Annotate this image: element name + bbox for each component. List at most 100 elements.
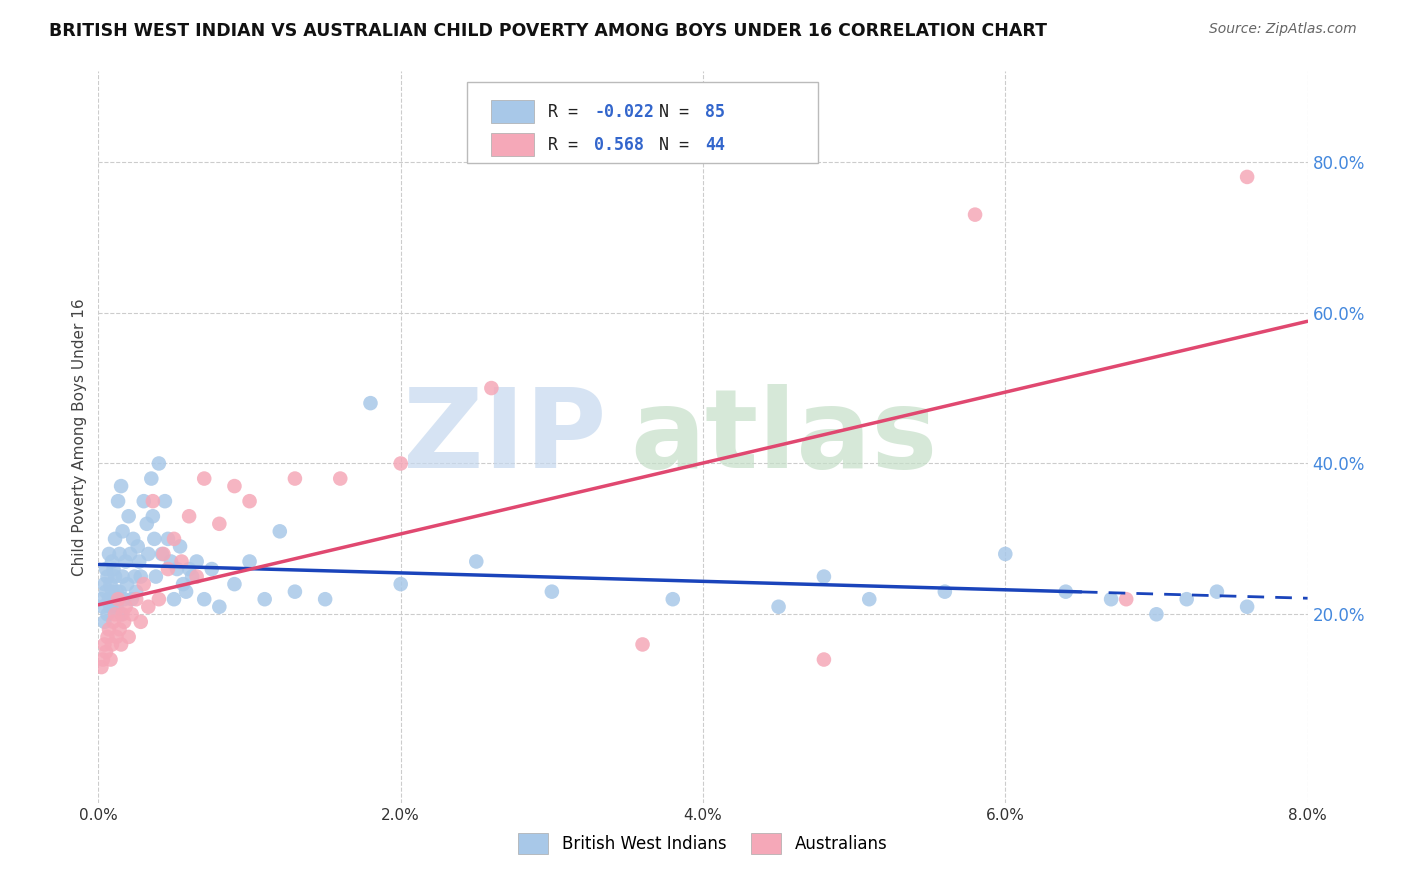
Point (174, 584, 197, 599)
Point (150, 547, 173, 561)
Point (224, 479, 246, 493)
Point (193, 592, 215, 607)
Point (193, 471, 215, 485)
Point (284, 471, 307, 485)
Point (110, 637, 132, 651)
Point (111, 607, 134, 622)
Point (124, 569, 146, 583)
Point (101, 554, 124, 568)
Point (108, 547, 131, 561)
Point (103, 562, 125, 576)
Point (465, 554, 488, 568)
Point (186, 554, 208, 568)
Point (136, 547, 159, 561)
Point (481, 381, 503, 395)
Point (110, 607, 132, 622)
Point (115, 577, 138, 591)
Point (1236, 169, 1258, 184)
Point (107, 494, 129, 508)
Point (163, 532, 186, 546)
Point (94, 562, 117, 576)
Point (108, 623, 131, 637)
Point (112, 592, 135, 607)
Point (94, 584, 117, 599)
Point (269, 524, 291, 539)
Point (90, 660, 112, 674)
Point (135, 516, 157, 531)
Point (110, 479, 132, 493)
Point (1175, 592, 1198, 607)
Legend: British West Indians, Australians: British West Indians, Australians (512, 827, 894, 860)
Point (96, 607, 118, 622)
Point (105, 599, 128, 614)
Text: 44: 44 (706, 136, 725, 153)
Point (181, 569, 204, 583)
Point (111, 524, 134, 539)
Point (93, 615, 115, 629)
Point (148, 457, 170, 471)
Point (179, 562, 201, 576)
Point (98, 623, 121, 637)
Point (163, 592, 186, 607)
Point (128, 554, 150, 568)
Point (103, 592, 125, 607)
Point (965, 208, 987, 222)
Point (118, 630, 141, 644)
Point (813, 652, 835, 666)
Point (169, 540, 191, 554)
Point (166, 562, 188, 576)
Point (132, 494, 155, 508)
Point (111, 569, 134, 583)
Point (153, 494, 176, 508)
Point (145, 569, 167, 583)
Text: ZIP: ZIP (404, 384, 606, 491)
Point (96, 569, 118, 583)
Y-axis label: Child Poverty Among Boys Under 16: Child Poverty Among Boys Under 16 (72, 298, 87, 576)
Point (108, 584, 131, 599)
Point (104, 607, 127, 622)
Point (224, 577, 246, 591)
Point (1054, 584, 1077, 599)
Point (156, 562, 179, 576)
Point (132, 577, 155, 591)
FancyBboxPatch shape (492, 133, 534, 156)
Point (90, 592, 112, 607)
Point (1099, 592, 1122, 607)
Point (160, 554, 183, 568)
Point (284, 584, 307, 599)
Point (142, 509, 165, 524)
Point (540, 584, 562, 599)
Point (152, 547, 174, 561)
Point (170, 554, 193, 568)
Point (105, 584, 128, 599)
Point (142, 494, 165, 508)
Point (661, 592, 683, 607)
Text: R =: R = (548, 136, 598, 153)
Point (125, 584, 148, 599)
Point (129, 615, 152, 629)
Point (253, 592, 276, 607)
Point (208, 516, 231, 531)
Text: R =: R = (548, 103, 588, 120)
Point (994, 547, 1017, 561)
Point (96, 630, 118, 644)
Point (239, 494, 262, 508)
Point (112, 615, 135, 629)
Point (1236, 599, 1258, 614)
Point (93, 637, 115, 651)
Point (121, 592, 143, 607)
Point (118, 509, 141, 524)
Point (172, 577, 194, 591)
Point (813, 569, 835, 583)
Point (1115, 592, 1137, 607)
Point (389, 457, 412, 471)
Point (101, 584, 124, 599)
FancyBboxPatch shape (467, 82, 818, 163)
Text: BRITISH WEST INDIAN VS AUSTRALIAN CHILD POVERTY AMONG BOYS UNDER 16 CORRELATION : BRITISH WEST INDIAN VS AUSTRALIAN CHILD … (49, 22, 1047, 40)
Text: atlas: atlas (630, 384, 938, 491)
Point (129, 569, 152, 583)
Point (100, 599, 122, 614)
Point (208, 599, 231, 614)
Point (631, 637, 654, 651)
Point (143, 532, 166, 546)
